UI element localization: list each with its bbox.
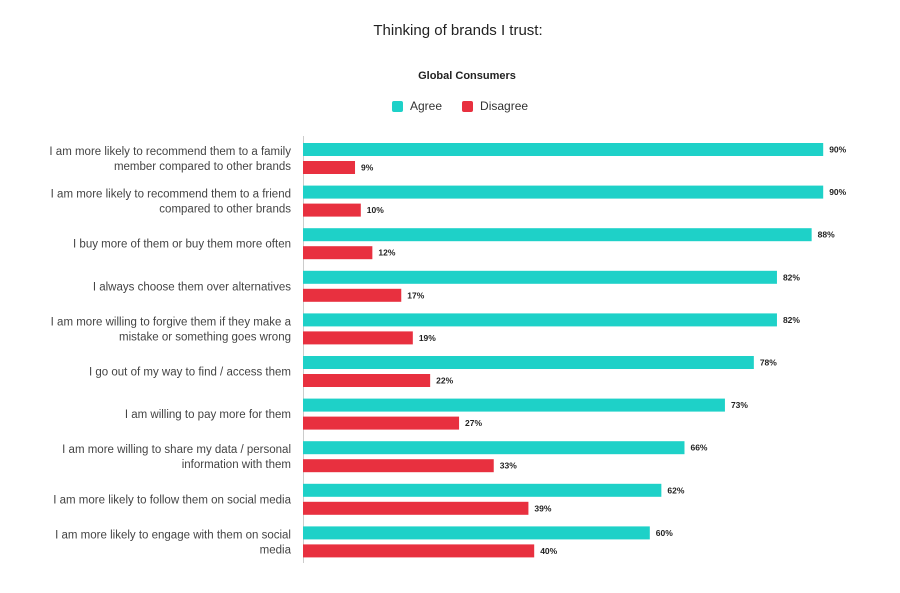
- category-label-7-line-0: I am more willing to share my data / per…: [62, 444, 291, 456]
- value-label-agree-2: 88%: [818, 230, 835, 240]
- value-label-disagree-6: 27%: [465, 418, 482, 428]
- category-label-7-line-1: information with them: [182, 459, 291, 471]
- value-label-disagree-5: 22%: [436, 376, 453, 386]
- category-label-8: I am more likely to follow them on socia…: [53, 494, 291, 506]
- legend-swatch-agree: [392, 100, 403, 112]
- category-label-0-line-1: member compared to other brands: [114, 161, 291, 173]
- bar-agree-4: [303, 313, 777, 327]
- legend-label-agree: Agree: [410, 99, 443, 113]
- bar-agree-9: [303, 526, 650, 540]
- value-label-agree-1: 90%: [829, 187, 846, 197]
- value-label-disagree-7: 33%: [500, 461, 517, 471]
- bar-agree-3: [303, 270, 777, 284]
- bar-disagree-9: [303, 544, 535, 558]
- value-label-disagree-0: 9%: [361, 163, 374, 173]
- bar-agree-5: [303, 356, 754, 369]
- chart-subtitle: Global Consumers: [418, 70, 516, 82]
- legend-item-disagree: Disagree: [462, 99, 528, 113]
- legend-item-agree: Agree: [392, 99, 442, 113]
- bar-disagree-8: [303, 501, 529, 515]
- bar-disagree-7: [303, 459, 494, 473]
- bar-agree-6: [303, 398, 725, 412]
- value-label-disagree-8: 39%: [534, 503, 551, 513]
- category-label-4-line-0: I am more willing to forgive them if the…: [51, 316, 292, 328]
- value-label-agree-0: 90%: [829, 145, 846, 155]
- value-label-disagree-2: 12%: [378, 248, 395, 258]
- value-label-disagree-9: 40%: [540, 546, 557, 556]
- bar-agree-1: [303, 185, 824, 199]
- chart-title: Thinking of brands I trust:: [373, 22, 543, 39]
- category-label-4-line-1: mistake or something goes wrong: [119, 331, 291, 343]
- bar-disagree-4: [303, 331, 413, 345]
- category-label-9-line-1: media: [260, 544, 292, 556]
- category-label-0-line-0: I am more likely to recommend them to a …: [49, 146, 291, 158]
- legend-label-disagree: Disagree: [480, 99, 529, 113]
- category-label-1-line-0: I am more likely to recommend them to a …: [51, 189, 291, 201]
- legend-swatch-disagree: [462, 100, 474, 112]
- value-label-disagree-4: 19%: [419, 333, 436, 343]
- bar-disagree-6: [303, 416, 460, 430]
- chart-legend: Agree Disagree: [392, 99, 548, 113]
- value-label-agree-6: 73%: [731, 400, 748, 410]
- value-label-agree-4: 82%: [783, 315, 800, 325]
- bar-agree-0: [303, 143, 824, 156]
- value-label-agree-9: 60%: [656, 528, 673, 538]
- category-label-6: I am willing to pay more for them: [125, 409, 291, 421]
- bar-disagree-0: [303, 161, 356, 174]
- value-label-disagree-3: 17%: [407, 290, 424, 300]
- bar-agree-8: [303, 483, 662, 497]
- category-label-5: I go out of my way to find / access them: [89, 367, 291, 379]
- bar-agree-2: [303, 228, 812, 242]
- category-label-1-line-1: compared to other brands: [159, 204, 291, 216]
- value-label-agree-8: 62%: [667, 485, 684, 495]
- category-label-2: I buy more of them or buy them more ofte…: [73, 239, 291, 251]
- category-label-9-line-0: I am more likely to engage with them on …: [55, 529, 291, 541]
- category-label-3: I always choose them over alternatives: [93, 281, 291, 293]
- bar-disagree-5: [303, 374, 431, 387]
- value-label-disagree-1: 10%: [367, 205, 384, 215]
- value-label-agree-3: 82%: [783, 272, 800, 282]
- bar-agree-7: [303, 441, 685, 455]
- bar-disagree-3: [303, 288, 402, 302]
- value-label-agree-5: 78%: [760, 358, 777, 368]
- bar-disagree-2: [303, 246, 373, 260]
- bar-disagree-1: [303, 203, 361, 217]
- value-label-agree-7: 66%: [690, 443, 707, 453]
